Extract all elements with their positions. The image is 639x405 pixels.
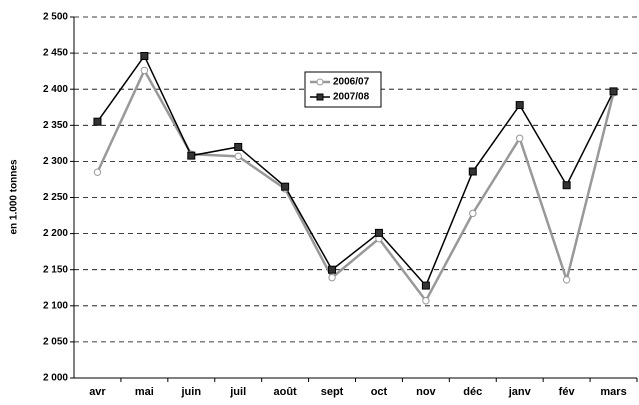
x-tick-label: juin xyxy=(181,386,202,398)
y-tick-label: 2 150 xyxy=(43,264,68,275)
marker xyxy=(562,276,571,284)
marker xyxy=(421,281,430,290)
x-tick-label: avr xyxy=(89,386,106,398)
marker xyxy=(93,117,102,126)
y-tick-label: 2 250 xyxy=(43,192,68,203)
marker xyxy=(234,152,242,161)
y-tick-label: 2 000 xyxy=(43,373,68,384)
marker xyxy=(374,228,383,237)
series-line xyxy=(96,54,615,287)
x-tick-label: juil xyxy=(229,386,246,398)
legend-label: 2006/07 xyxy=(333,77,370,88)
x-tick-label: déc xyxy=(463,386,482,398)
marker xyxy=(515,101,524,110)
y-tick-label: 2 350 xyxy=(43,120,68,131)
x-tick-label: août xyxy=(274,386,298,398)
marker xyxy=(422,297,430,305)
y-tick-label: 2 400 xyxy=(43,84,68,95)
y-tick-label: 2 100 xyxy=(43,300,68,311)
legend-marker xyxy=(316,93,324,101)
marker xyxy=(93,168,102,176)
marker xyxy=(328,265,337,274)
x-tick-label: janv xyxy=(508,386,532,398)
x-tick-label: oct xyxy=(371,386,388,398)
marker xyxy=(562,181,571,190)
marker xyxy=(187,151,196,160)
marker xyxy=(469,209,477,218)
y-tick-label: 2 300 xyxy=(43,156,68,167)
marker xyxy=(140,66,149,75)
marker xyxy=(234,142,243,151)
y-tick-label: 2 200 xyxy=(43,228,68,239)
x-tick-label: sept xyxy=(321,386,344,398)
legend-box xyxy=(304,71,382,108)
y-tick-label: 2 050 xyxy=(43,337,68,348)
marker xyxy=(140,51,149,60)
marker xyxy=(468,167,477,176)
x-tick-label: nov xyxy=(416,386,436,398)
marker xyxy=(516,134,524,142)
y-tick-label: 2 500 xyxy=(43,12,68,23)
marker xyxy=(328,273,336,282)
legend-label: 2007/08 xyxy=(333,92,370,103)
x-tick-label: fév xyxy=(559,386,576,398)
y-tick-label: 2 450 xyxy=(43,48,68,59)
marker xyxy=(281,182,290,191)
x-tick-label: mars xyxy=(600,386,626,398)
y-axis-label: en 1.000 tonnes xyxy=(9,159,20,234)
x-tick-label: mai xyxy=(135,386,154,398)
marker xyxy=(609,87,618,96)
legend-marker xyxy=(316,78,324,86)
